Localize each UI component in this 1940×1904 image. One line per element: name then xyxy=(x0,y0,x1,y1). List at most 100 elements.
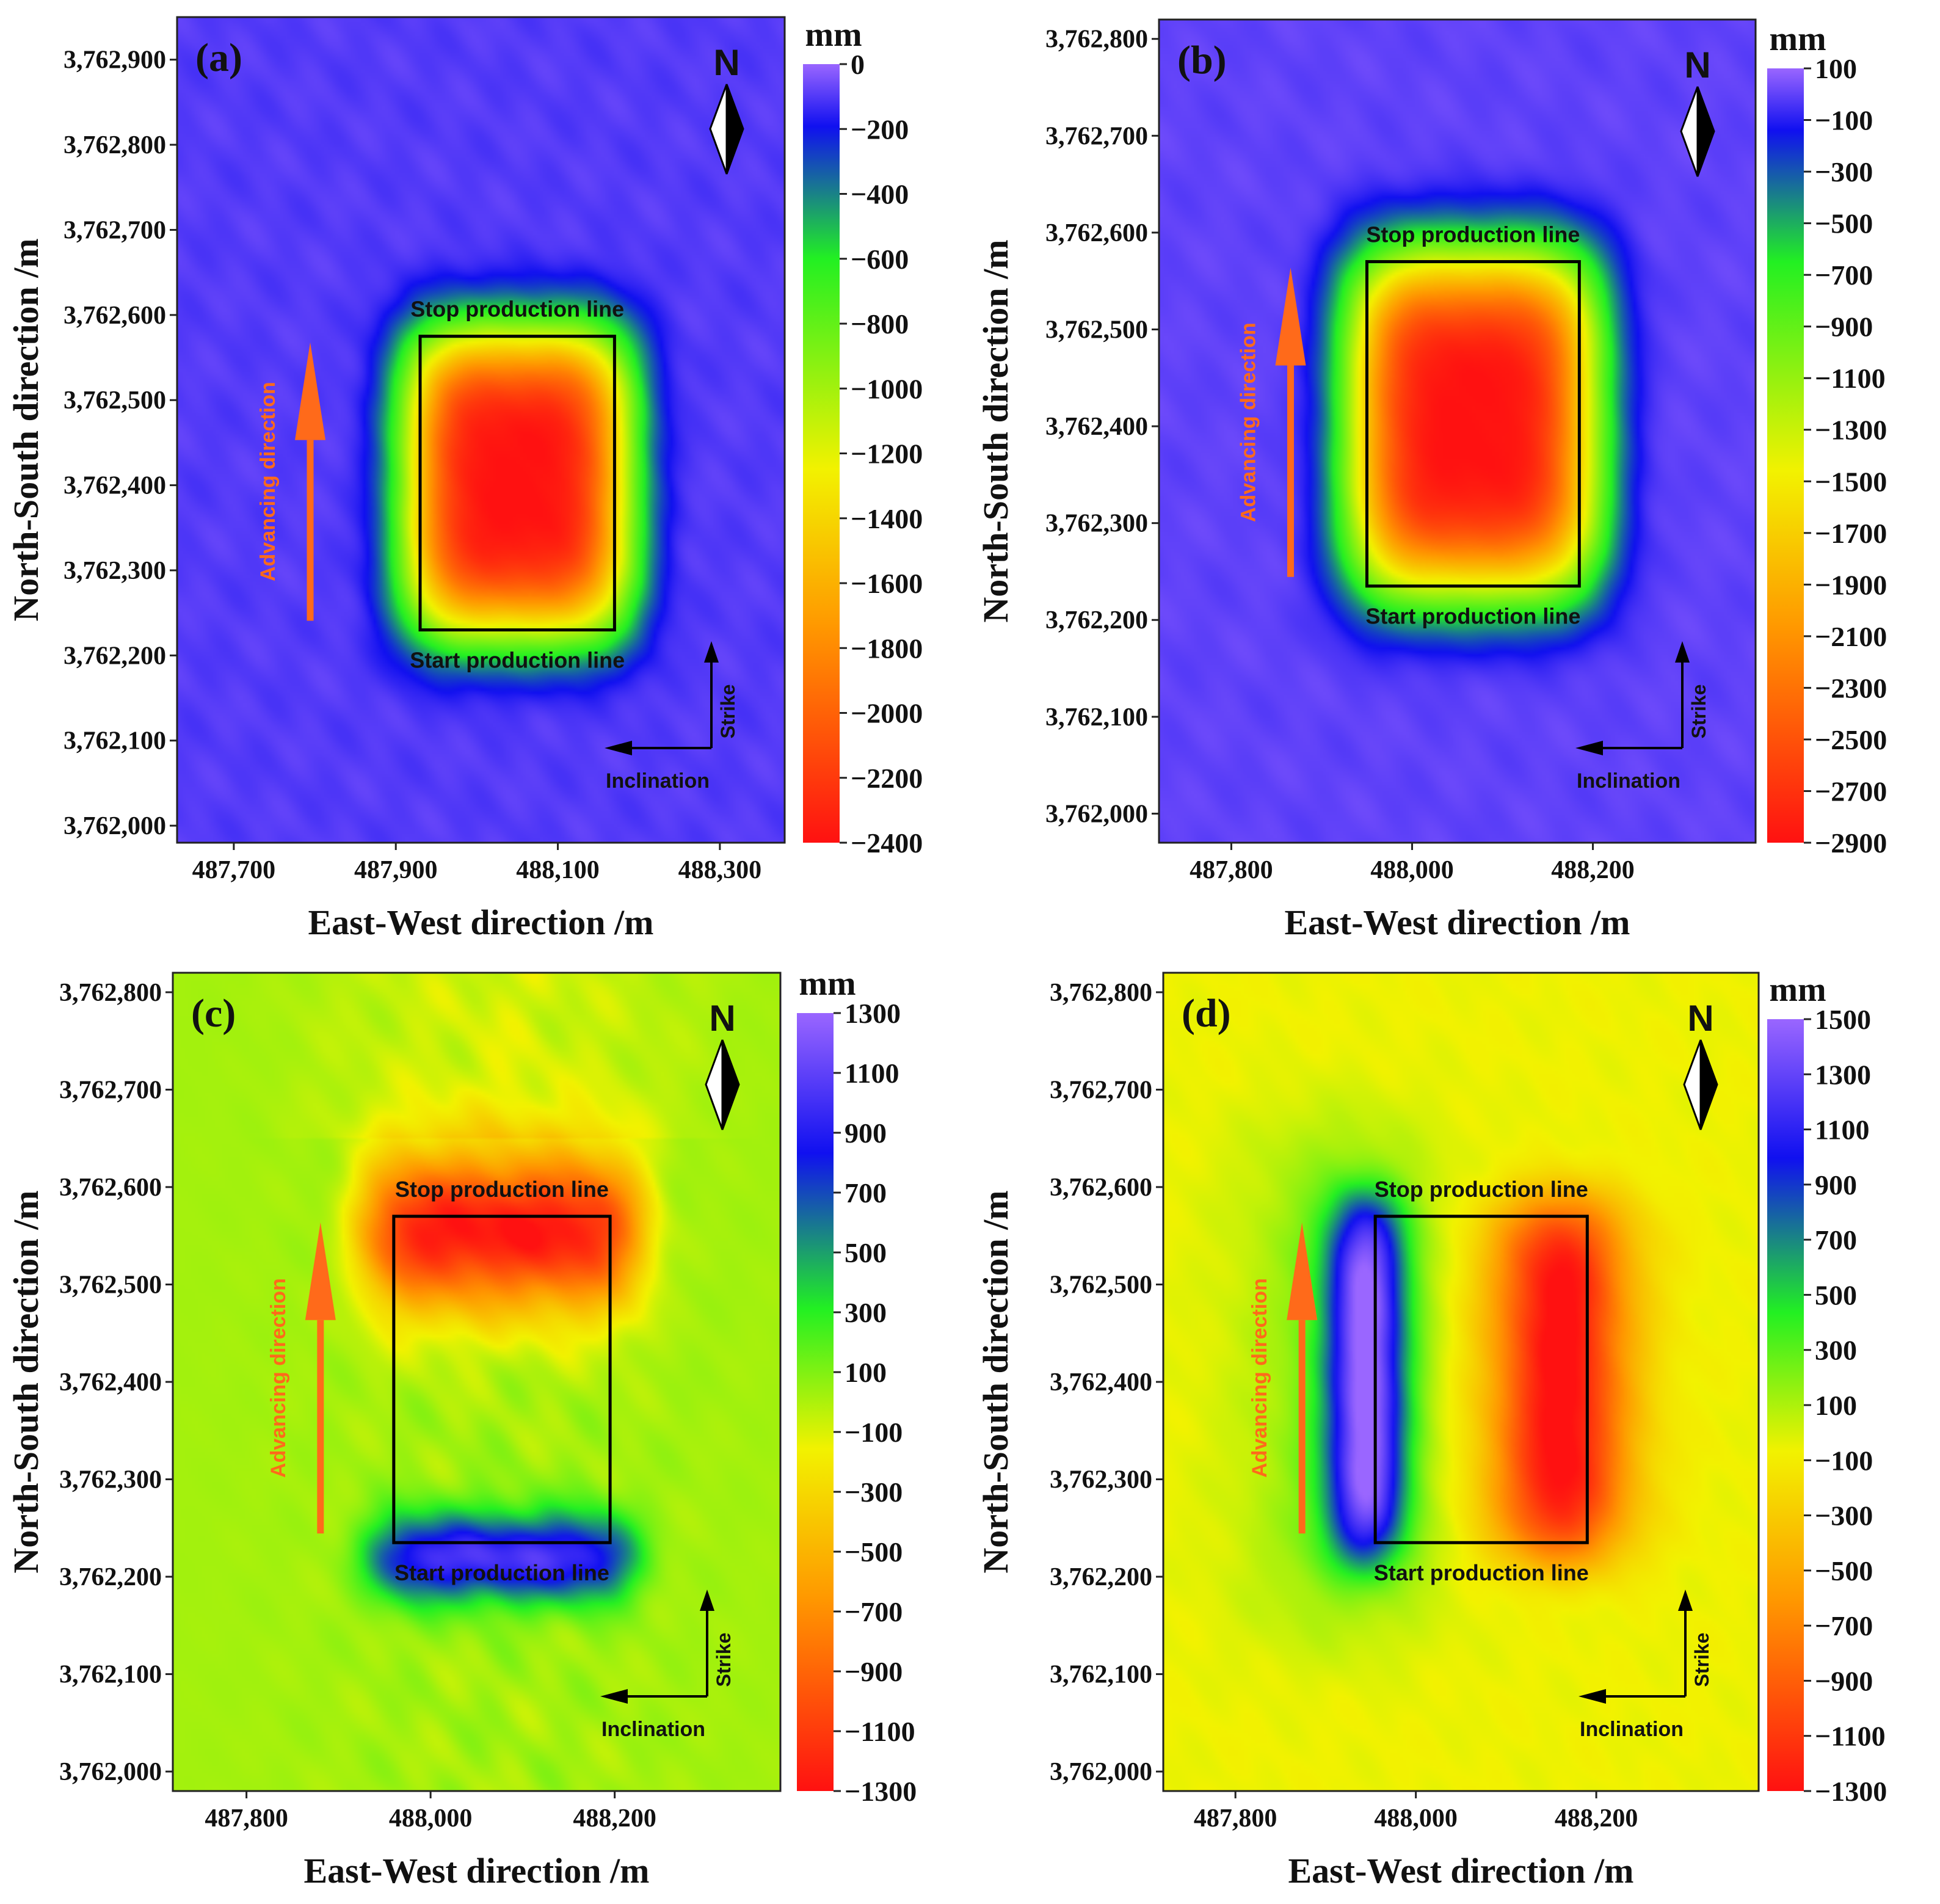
y-axis-label: North-South direction /m xyxy=(976,1190,1015,1573)
y-tick-label: 3,762,000 xyxy=(64,812,166,840)
panel-letter: (d) xyxy=(1182,991,1231,1036)
y-tick-label: 3,762,700 xyxy=(1050,1076,1152,1104)
colorbar-tick-label: −1800 xyxy=(851,633,923,664)
colorbar xyxy=(803,64,840,843)
colorbar-tick-label: −300 xyxy=(845,1477,903,1508)
inclination-label: Inclination xyxy=(601,1718,705,1741)
colorbar-tick-label: 1100 xyxy=(845,1058,899,1089)
y-tick-label: 3,762,200 xyxy=(1050,1563,1152,1591)
colorbar-tick-label: 0 xyxy=(851,49,865,80)
inclination-arrow-icon xyxy=(1575,741,1603,755)
panel-letter: (a) xyxy=(195,35,242,80)
panel-letter: (b) xyxy=(1177,38,1227,82)
colorbar-tick-label: −1600 xyxy=(851,568,923,599)
colorbar-tick-label: −400 xyxy=(851,179,909,210)
y-tick-label: 3,762,100 xyxy=(59,1661,162,1689)
y-tick-label: 3,762,700 xyxy=(59,1076,162,1104)
inclination-arrow-icon xyxy=(605,741,632,755)
colorbar-tick-label: −900 xyxy=(845,1656,903,1687)
y-tick-label: 3,762,200 xyxy=(64,642,166,670)
colorbar-tick-label: −700 xyxy=(845,1596,903,1627)
x-tick-label: 487,900 xyxy=(354,856,438,884)
x-tick-label: 487,700 xyxy=(192,856,276,884)
north-label: N xyxy=(1684,45,1710,85)
strike-arrow-icon xyxy=(704,641,719,663)
colorbar-unit: mm xyxy=(1769,971,1826,1009)
chart-panel-b: 487,800 488,000 488,200 3,762,000 3,762,100 3… xyxy=(970,0,1939,952)
colorbar-tick-label: 100 xyxy=(845,1357,887,1388)
inclination-label: Inclination xyxy=(1580,1718,1684,1741)
colorbar-tick-label: −1300 xyxy=(1815,1776,1887,1807)
y-tick-label: 3,762,000 xyxy=(1050,1758,1152,1786)
north-label: N xyxy=(709,998,735,1039)
strike-label: Strike xyxy=(1691,1633,1713,1687)
start-production-line-label: Start production line xyxy=(1365,604,1580,629)
colorbar-tick-label: −1200 xyxy=(851,438,923,470)
x-tick-label: 488,000 xyxy=(1374,1804,1458,1833)
x-tick-label: 488,300 xyxy=(678,856,762,884)
y-tick-label: 3,762,800 xyxy=(1045,26,1148,54)
colorbar-tick-label: −2300 xyxy=(1815,672,1887,703)
heatmap-field xyxy=(1163,973,1759,1791)
colorbar-tick-label: 100 xyxy=(1815,53,1857,84)
y-tick-label: 3,762,400 xyxy=(1045,413,1148,441)
colorbar-tick-label: −2200 xyxy=(851,763,923,794)
north-label: N xyxy=(1687,998,1713,1039)
advancing-direction-label: Advancing direction xyxy=(267,1278,290,1478)
north-arrow-fill xyxy=(721,1039,740,1130)
chart-svg: 487,800 488,000 488,200 3,762,000 3,762,100 3… xyxy=(6,965,917,1891)
y-tick-label: 3,762,200 xyxy=(1045,606,1148,634)
north-arrow-fill xyxy=(1696,86,1715,177)
y-tick-label: 3,762,600 xyxy=(59,1174,162,1202)
colorbar-tick-label: −900 xyxy=(1815,311,1873,343)
x-tick-label: 488,200 xyxy=(1555,1804,1638,1833)
colorbar-tick-label: −800 xyxy=(851,308,909,340)
working-face-outline xyxy=(1365,260,1581,588)
colorbar xyxy=(1767,68,1804,843)
advancing-direction-label: Advancing direction xyxy=(1248,1278,1271,1478)
colorbar-tick-label: −500 xyxy=(845,1536,903,1568)
colorbar-tick-label: −900 xyxy=(1815,1665,1873,1696)
y-tick-label: 3,762,500 xyxy=(64,387,166,415)
colorbar-tick-label: −700 xyxy=(1815,260,1873,291)
x-tick-label: 487,800 xyxy=(1194,1804,1277,1833)
y-tick-label: 3,762,400 xyxy=(1050,1368,1152,1397)
colorbar-tick-label: 500 xyxy=(1815,1279,1857,1310)
y-axis-label: North-South direction /m xyxy=(6,1190,46,1573)
y-tick-label: 3,762,800 xyxy=(1050,979,1152,1007)
x-tick-label: 488,200 xyxy=(1551,856,1635,884)
strike-arrow-icon xyxy=(1678,1590,1693,1611)
panel-letter: (c) xyxy=(191,991,236,1036)
colorbar-tick-label: 1300 xyxy=(1815,1059,1871,1090)
colorbar-tick-label: −1100 xyxy=(1815,363,1886,394)
x-tick-label: 488,000 xyxy=(389,1804,473,1833)
start-production-line-label: Start production line xyxy=(410,648,625,673)
y-tick-label: 3,762,600 xyxy=(64,302,166,330)
colorbar-tick-label: 300 xyxy=(845,1297,887,1328)
colorbar-tick-label: −600 xyxy=(851,244,909,275)
north-label: N xyxy=(713,42,739,83)
y-tick-label: 3,762,400 xyxy=(64,472,166,500)
working-face-outline xyxy=(392,1215,612,1544)
colorbar-tick-label: 700 xyxy=(1815,1224,1857,1255)
y-tick-label: 3,762,800 xyxy=(59,979,162,1007)
y-tick-label: 3,762,300 xyxy=(1045,510,1148,538)
y-tick-label: 3,762,800 xyxy=(64,131,166,159)
colorbar-unit: mm xyxy=(799,965,856,1003)
advancing-arrow-icon xyxy=(305,1222,336,1320)
colorbar-tick-label: −1400 xyxy=(851,503,923,534)
y-tick-label: 3,762,100 xyxy=(1050,1661,1152,1689)
colorbar-tick-label: 300 xyxy=(1815,1335,1857,1366)
colorbar-tick-label: −1300 xyxy=(845,1776,917,1807)
y-tick-label: 3,762,000 xyxy=(59,1758,162,1786)
stop-production-line-label: Stop production line xyxy=(395,1177,609,1202)
colorbar xyxy=(1767,1019,1804,1791)
inclination-arrow-icon xyxy=(1579,1689,1606,1704)
x-axis-label: East-West direction /m xyxy=(1288,1851,1634,1891)
colorbar-tick-label: −2900 xyxy=(1815,827,1887,859)
colorbar-tick-label: 900 xyxy=(845,1117,887,1149)
start-production-line-label: Start production line xyxy=(1374,1560,1589,1585)
colorbar-tick-label: −700 xyxy=(1815,1610,1873,1641)
y-tick-label: 3,762,100 xyxy=(64,727,166,755)
chart-svg: 487,800 488,000 488,200 3,762,000 3,762,100 3… xyxy=(976,971,1887,1891)
